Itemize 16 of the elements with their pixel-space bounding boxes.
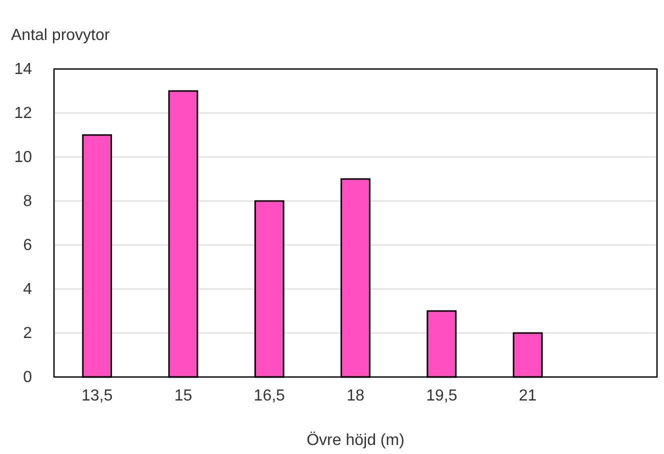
y-tick-label: 8 bbox=[23, 193, 32, 210]
x-axis-title: Övre höjd (m) bbox=[306, 431, 404, 449]
x-tick-label: 18 bbox=[346, 387, 364, 404]
y-axis-title: Antal provytor bbox=[11, 27, 110, 44]
y-tick-label: 4 bbox=[23, 281, 32, 298]
y-tick-label: 6 bbox=[23, 237, 32, 254]
x-tick-label: 21 bbox=[518, 387, 537, 404]
x-tick-label: 19,5 bbox=[426, 387, 458, 404]
y-tick-label: 2 bbox=[23, 325, 32, 342]
x-tick-label: 13,5 bbox=[82, 387, 113, 404]
y-tick-label: 0 bbox=[23, 369, 32, 386]
y-tick-label: 14 bbox=[14, 61, 32, 78]
x-tick-label: 16,5 bbox=[254, 387, 286, 404]
y-tick-label: 10 bbox=[14, 149, 32, 166]
y-tick-label: 12 bbox=[14, 105, 32, 122]
x-tick-label: 15 bbox=[174, 387, 192, 404]
